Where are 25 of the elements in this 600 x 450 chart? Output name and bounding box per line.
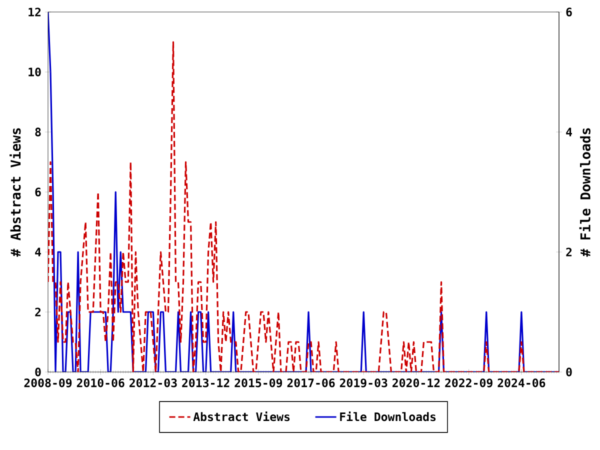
x-tick-label: 2019-03 bbox=[340, 378, 388, 388]
y2-axis-title: # File Downloads bbox=[579, 128, 590, 257]
y-tick-label: 2 bbox=[35, 308, 41, 316]
y-axis-title: # Abstract Views bbox=[10, 128, 21, 257]
y-tick-label: 8 bbox=[35, 128, 41, 136]
y2-tick-label: 2 bbox=[566, 248, 572, 256]
legend-label: Abstract Views bbox=[193, 412, 290, 422]
x-tick-label: 2020-12 bbox=[392, 378, 440, 388]
y-tick-label: 10 bbox=[28, 68, 41, 76]
y-tick-label: 12 bbox=[28, 8, 41, 16]
x-tick-label: 2015-09 bbox=[234, 378, 282, 388]
y2-tick-label: 4 bbox=[566, 128, 572, 136]
y-tick-label: 0 bbox=[35, 368, 41, 376]
x-tick-label: 2024-06 bbox=[498, 378, 546, 388]
x-tick-label: 2017-06 bbox=[287, 378, 335, 388]
x-tick-label: 2008-09 bbox=[24, 378, 72, 388]
x-tick-label: 2022-09 bbox=[445, 378, 492, 388]
x-tick-label: 2010-06 bbox=[76, 378, 124, 388]
y-tick-label: 4 bbox=[35, 248, 41, 256]
x-tick-label: 2012-03 bbox=[130, 378, 177, 388]
y2-tick-label: 6 bbox=[566, 8, 572, 16]
y2-tick-label: 0 bbox=[566, 368, 572, 376]
x-tick-label: 2013-12 bbox=[182, 378, 230, 388]
legend-label: File Downloads bbox=[340, 412, 436, 422]
y-tick-label: 6 bbox=[35, 188, 41, 196]
